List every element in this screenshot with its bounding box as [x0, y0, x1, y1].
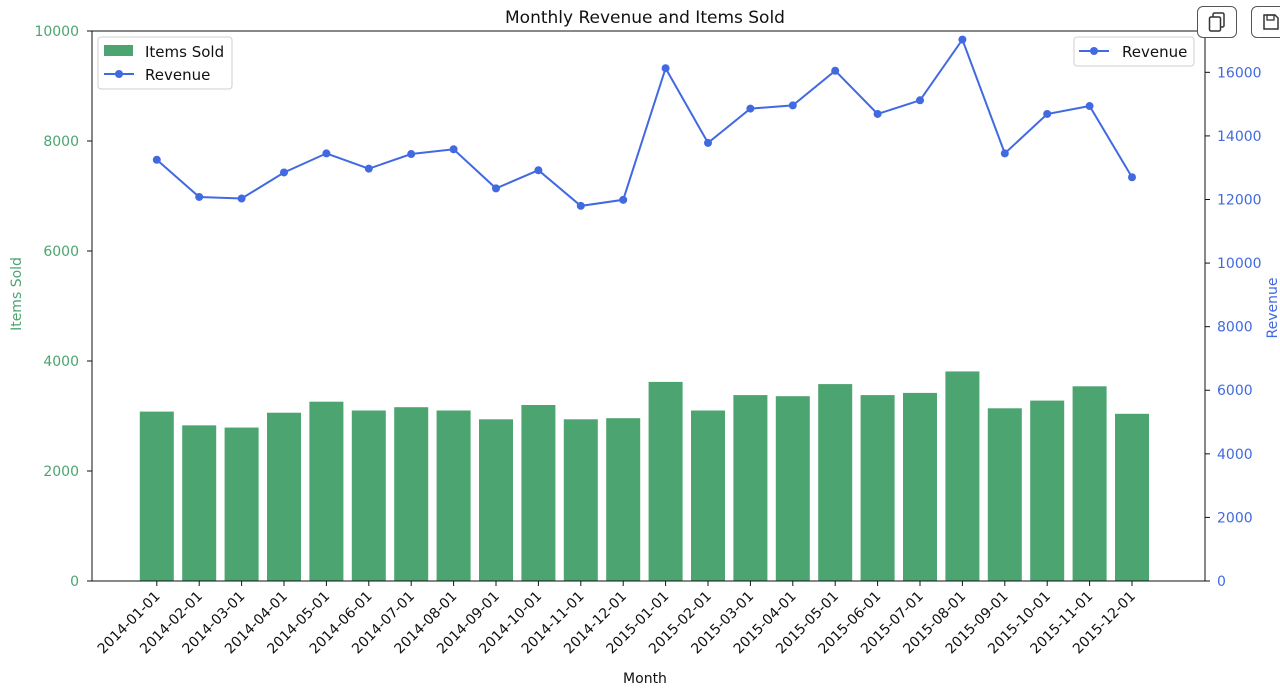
revenue-point-2014-12-01: [619, 195, 628, 204]
bar-items-sold-2015-01-01: [648, 381, 683, 581]
chart-title: Monthly Revenue and Items Sold: [505, 8, 785, 28]
left-tick-label: 0: [70, 574, 79, 590]
right-tick-label: 8000: [1217, 320, 1253, 336]
revenue-point-2015-03-01: [746, 104, 755, 113]
revenue-point-2015-01-01: [661, 64, 670, 73]
bar-items-sold-2015-10-01: [1030, 400, 1065, 581]
legend-right-label-revenue: Revenue: [1122, 43, 1187, 61]
bar-items-sold-2015-03-01: [733, 395, 768, 581]
revenue-point-2014-10-01: [534, 166, 543, 175]
revenue-point-2015-06-01: [873, 109, 882, 118]
bar-items-sold-2014-12-01: [606, 418, 641, 581]
bar-items-sold-2015-07-01: [903, 392, 937, 581]
bar-items-sold-2014-01-01: [139, 411, 174, 581]
revenue-point-2014-09-01: [492, 184, 500, 193]
revenue-point-2014-06-01: [364, 164, 373, 173]
right-tick-label: 10000: [1217, 256, 1262, 272]
legend-right: Revenue: [1073, 36, 1195, 67]
save-button[interactable]: [1251, 6, 1280, 38]
copy-icon: [1208, 12, 1225, 32]
revenue-point-2015-11-01: [1085, 102, 1094, 111]
legend-label-items-sold: Items Sold: [145, 43, 224, 61]
left-y-axis-label: Items Sold: [9, 257, 25, 331]
revenue-point-2015-07-01: [916, 96, 924, 105]
right-tick-label: 0: [1217, 574, 1226, 590]
revenue-point-2015-05-01: [831, 66, 840, 75]
revenue-point-2014-05-01: [322, 149, 331, 158]
left-tick-label: 10000: [34, 24, 79, 40]
legend-right-box: [1073, 36, 1195, 67]
left-tick-label: 4000: [43, 354, 79, 370]
right-tick-label: 16000: [1217, 65, 1262, 81]
right-tick-label: 14000: [1217, 129, 1262, 145]
bar-items-sold-2014-11-01: [563, 419, 598, 581]
bar-items-sold-2014-06-01: [351, 410, 386, 581]
copy-button[interactable]: [1197, 6, 1237, 38]
legend-label-revenue: Revenue: [145, 66, 210, 84]
right-y-axis-label: Revenue: [1265, 278, 1280, 339]
bar-items-sold-2014-02-01: [182, 425, 217, 581]
revenue-point-2014-01-01: [152, 155, 161, 164]
revenue-point-2014-03-01: [237, 194, 246, 203]
bar-items-sold-2014-07-01: [394, 407, 429, 581]
right-tick-label: 12000: [1217, 192, 1262, 208]
legend-right-swatch-revenue-marker: [1090, 47, 1098, 55]
bar-items-sold-2015-06-01: [860, 395, 895, 581]
save-icon: [1263, 14, 1279, 30]
bar-items-sold-2014-08-01: [436, 410, 471, 581]
bar-items-sold-2015-11-01: [1072, 386, 1107, 581]
left-y-axis: 0 2000 4000 6000 8000 10000: [34, 24, 92, 590]
right-y-axis: 0 2000 4000 6000 8000 10000 12000 14000 16000: [1205, 65, 1262, 590]
bar-items-sold-2014-10-01: [521, 405, 556, 581]
bar-items-sold-2014-03-01: [224, 427, 259, 581]
revenue-point-2014-04-01: [280, 168, 288, 177]
revenue-point-2014-11-01: [576, 201, 585, 210]
left-tick-label: 6000: [43, 244, 79, 260]
x-axis-label: Month: [623, 671, 667, 687]
left-tick-label: 8000: [43, 134, 79, 150]
bar-items-sold-2015-02-01: [691, 410, 725, 581]
revenue-line-layer: [152, 35, 1136, 210]
bars-layer: [139, 371, 1149, 581]
revenue-point-2015-04-01: [788, 101, 797, 110]
plot-frame: [91, 30, 1206, 582]
legend-swatch-items-sold: [104, 45, 133, 56]
legend-left: Items Sold Revenue: [97, 36, 233, 90]
bar-items-sold-2015-05-01: [818, 384, 853, 581]
right-tick-label: 2000: [1217, 510, 1253, 526]
revenue-point-2015-02-01: [704, 138, 712, 147]
revenue-line: [156, 37, 1133, 207]
bar-items-sold-2015-08-01: [945, 371, 980, 581]
bar-items-sold-2014-05-01: [309, 401, 344, 581]
bar-items-sold-2014-09-01: [479, 419, 513, 581]
bar-items-sold-2015-09-01: [987, 408, 1022, 581]
left-tick-label: 2000: [43, 464, 79, 480]
revenue-point-2014-08-01: [449, 145, 458, 154]
revenue-point-2014-02-01: [195, 192, 204, 201]
bar-items-sold-2015-12-01: [1115, 413, 1149, 581]
right-tick-label: 6000: [1217, 383, 1253, 399]
revenue-point-2015-12-01: [1128, 173, 1136, 182]
x-axis: 2014-01-012014-02-012014-03-012014-04-01…: [95, 581, 1139, 657]
revenue-point-2015-09-01: [1000, 149, 1009, 158]
legend-swatch-revenue-marker: [115, 70, 123, 78]
revenue-point-2014-07-01: [407, 150, 416, 159]
right-tick-label: 4000: [1217, 447, 1253, 463]
revenue-point-2015-08-01: [958, 35, 967, 44]
bar-items-sold-2014-04-01: [267, 412, 301, 581]
bar-items-sold-2015-04-01: [775, 396, 810, 581]
revenue-point-2015-10-01: [1043, 109, 1052, 118]
